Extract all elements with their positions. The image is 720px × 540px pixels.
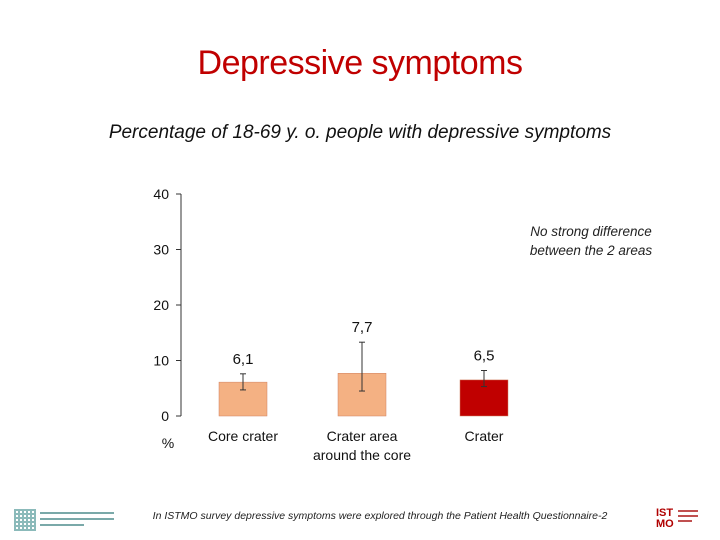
data-label: 6,1 — [233, 351, 254, 368]
y-axis-label: % — [162, 435, 174, 451]
x-tick-label: Core crater — [208, 428, 278, 444]
data-label: 6,5 — [474, 347, 495, 364]
chart-subtitle: Percentage of 18-69 y. o. people with de… — [108, 122, 612, 143]
data-label: 7,7 — [352, 319, 373, 336]
institute-logo-icon — [14, 508, 114, 532]
annotation-note: No strong difference between the 2 areas — [529, 224, 653, 258]
y-tick-label: 0 — [161, 408, 169, 424]
y-tick-label: 20 — [153, 297, 169, 313]
slide-title: Depressive symptoms — [197, 44, 523, 82]
y-tick-label: 30 — [153, 242, 169, 258]
footnote: In ISTMO survey depressive symptoms were… — [152, 510, 608, 522]
x-tick-label: around the core — [313, 447, 411, 463]
x-tick-label: Crater area — [327, 428, 398, 444]
y-tick-label: 40 — [153, 186, 169, 202]
y-tick-label: 10 — [153, 353, 169, 369]
istmo-logo: IST MO — [656, 508, 706, 534]
x-tick-label: Crater — [465, 428, 504, 444]
